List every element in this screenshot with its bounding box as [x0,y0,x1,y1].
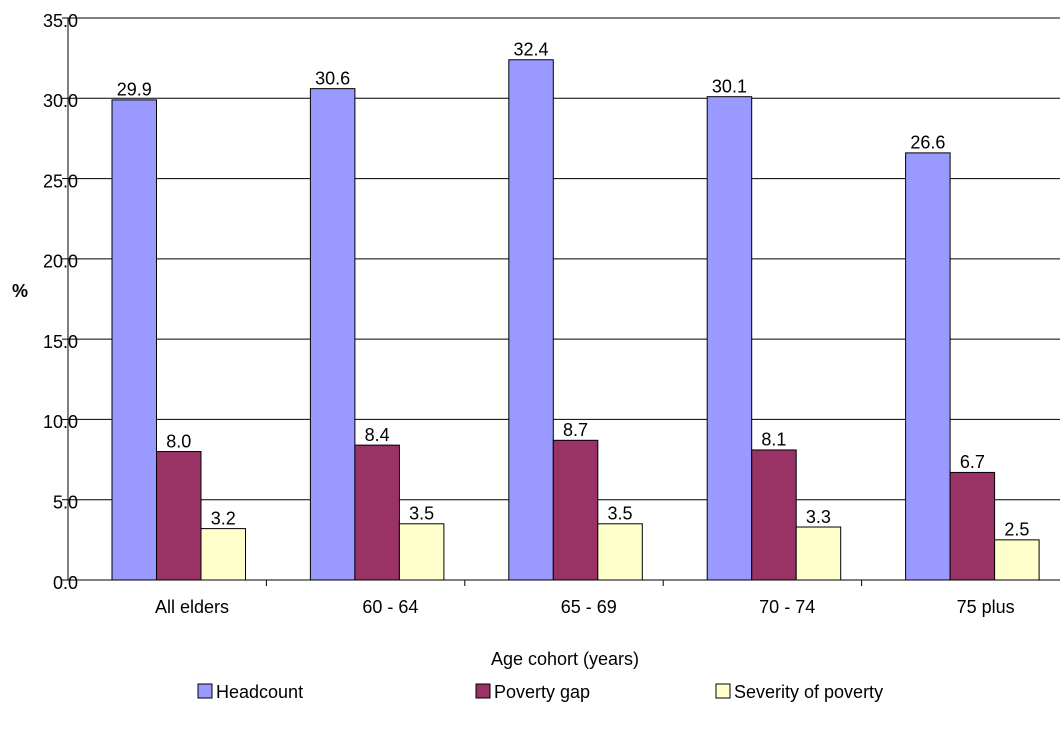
bar [508,59,554,581]
x-tick-label: 75 plus [957,597,1015,617]
y-axis-label: % [12,281,28,301]
data-label: 3.5 [608,504,633,524]
data-label: 8.4 [365,425,390,445]
y-tick-label: 20.0 [43,252,78,272]
y-tick-label: 25.0 [43,171,78,191]
x-tick-label: 70 - 74 [759,597,815,617]
bar [706,96,753,581]
legend-label: Poverty gap [494,682,590,702]
y-tick-label: 5.0 [53,492,78,512]
data-label: 2.5 [1004,520,1029,540]
x-tick-label: 60 - 64 [362,597,418,617]
data-label: 29.9 [117,80,152,100]
y-tick-label: 35.0 [43,11,78,31]
legend-label: Severity of poverty [734,682,883,702]
y-tick-label: 30.0 [43,91,78,111]
legend-swatch [197,683,213,699]
legend-swatch [475,683,491,699]
bar [949,471,996,581]
bar [111,99,157,581]
bar [398,523,445,581]
data-label: 8.0 [166,431,191,451]
y-tick-label: 15.0 [43,332,78,352]
x-tick-label: All elders [155,597,229,617]
data-label: 30.6 [315,68,350,88]
data-label: 3.5 [409,504,434,524]
bar [309,88,356,581]
data-label: 3.3 [806,507,831,527]
data-label: 32.4 [514,39,549,59]
bar [751,449,797,581]
bar [552,439,599,581]
legend-swatch [715,683,731,699]
bar [795,526,842,581]
data-label: 8.1 [761,430,786,450]
bar [905,152,951,581]
data-label: 3.2 [211,508,236,528]
data-label: 6.7 [960,452,985,472]
y-tick-label: 0.0 [53,573,78,593]
bar [354,444,400,581]
y-tick-label: 10.0 [43,412,78,432]
data-label: 8.7 [563,420,588,440]
bar [597,523,643,581]
x-tick-label: 65 - 69 [561,597,617,617]
bar [200,528,246,581]
x-axis-label: Age cohort (years) [491,649,639,669]
data-label: 26.6 [910,133,945,153]
legend-label: Headcount [216,682,303,702]
bar [156,451,202,581]
bar [994,539,1040,581]
data-label: 30.1 [712,76,747,96]
